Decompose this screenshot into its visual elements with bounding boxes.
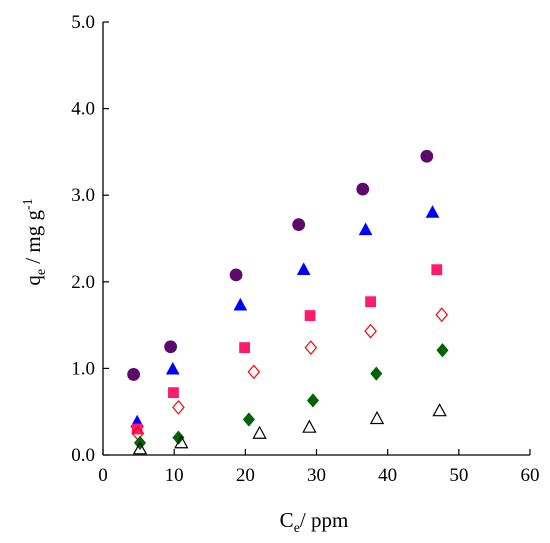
data-point	[131, 423, 143, 435]
y-tick-label: 5.0	[71, 12, 95, 33]
y-axis-ticks: 0.0 1.0 2.0 3.0 4.0 5.0	[71, 12, 109, 466]
y-tick-label: 4.0	[71, 99, 95, 120]
data-point	[425, 205, 440, 218]
y-tick-label: 2.0	[71, 272, 95, 293]
data-point	[420, 149, 434, 163]
data-point	[239, 342, 251, 354]
axes	[102, 22, 530, 456]
x-tick-label: 20	[236, 465, 255, 486]
data-point	[304, 310, 316, 321]
x-tick-label: 10	[165, 465, 184, 486]
data-point	[304, 340, 318, 356]
data-point	[356, 182, 370, 196]
x-tick-label: 40	[378, 465, 397, 486]
data-point	[302, 419, 317, 433]
data-point	[229, 268, 243, 282]
x-tick-label: 60	[521, 465, 540, 486]
data-point	[233, 297, 248, 311]
data-point	[174, 435, 189, 449]
data-point	[358, 222, 373, 236]
data-point	[369, 410, 385, 425]
x-tick-label: 0	[98, 465, 108, 486]
data-point	[370, 366, 383, 381]
data-point	[164, 340, 178, 354]
y-axis-title: qe / mg g-1	[21, 198, 49, 285]
data-point	[431, 264, 443, 276]
data-point	[292, 218, 306, 232]
y-tick-label: 3.0	[71, 185, 95, 206]
data-point	[435, 307, 449, 323]
x-tick-label: 30	[307, 465, 326, 486]
data-point	[252, 425, 267, 439]
data-point	[432, 403, 447, 417]
x-axis-title: Ce/ ppm	[280, 508, 349, 536]
data-point	[172, 430, 185, 445]
data-point	[172, 399, 185, 415]
series-1	[130, 205, 440, 428]
data-point	[242, 412, 255, 427]
y-tick-label: 0.0	[71, 445, 95, 466]
y-tick-label: 1.0	[71, 358, 95, 379]
series-3	[131, 307, 449, 441]
data-point	[436, 343, 449, 358]
data-point	[132, 441, 148, 455]
data-point	[165, 361, 180, 375]
series-2	[131, 264, 443, 435]
x-axis-ticks: 0 10 20 30 40 50 60	[98, 449, 540, 486]
series-0	[127, 149, 434, 381]
data-point	[365, 296, 376, 308]
data-point	[247, 364, 261, 380]
series-5	[132, 403, 447, 455]
x-tick-label: 50	[449, 465, 468, 486]
data-point	[306, 393, 319, 408]
series-4	[133, 343, 449, 450]
data-point	[364, 323, 377, 339]
data-point	[296, 262, 311, 275]
data-point	[127, 368, 141, 381]
data-point	[168, 387, 179, 399]
data-points	[127, 149, 449, 455]
